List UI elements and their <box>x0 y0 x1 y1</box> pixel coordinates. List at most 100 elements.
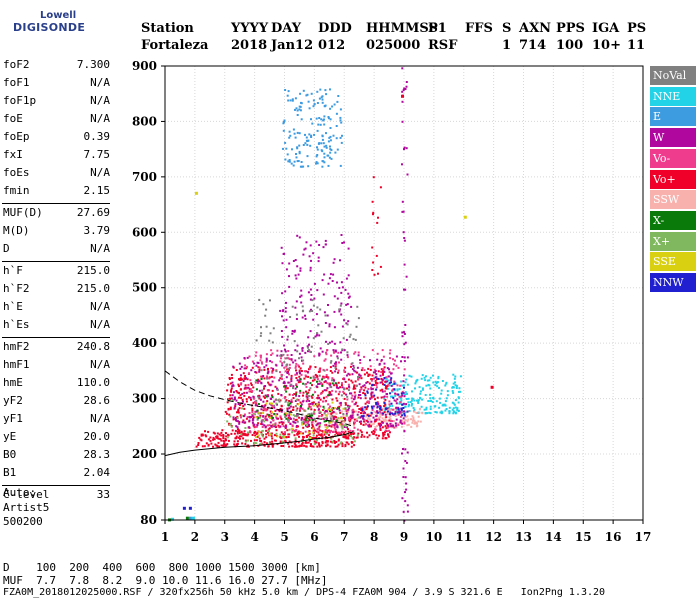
data-point-vo <box>309 445 312 447</box>
data-point-noval <box>285 357 288 360</box>
data-point-vo <box>264 404 267 407</box>
data-point-vo <box>340 404 342 407</box>
data-point-e <box>324 104 327 107</box>
data-point-vo <box>403 421 406 424</box>
data-point-vo <box>288 373 290 376</box>
data-point-w <box>324 380 327 383</box>
data-point-vo <box>319 429 322 432</box>
data-point-vo <box>383 411 386 414</box>
data-point-w <box>394 410 397 413</box>
data-point-vo <box>334 445 337 448</box>
data-point-x <box>357 416 360 419</box>
data-point-e <box>334 151 337 154</box>
chart-traces <box>164 370 354 457</box>
data-point-vo <box>337 443 340 446</box>
data-point-w <box>399 410 402 413</box>
data-point-e <box>315 155 318 158</box>
data-point-w <box>401 452 403 455</box>
data-point-x <box>341 427 344 430</box>
data-point-vo <box>230 390 233 393</box>
data-point-e <box>282 147 284 150</box>
header-label-day: DAY <box>271 21 301 36</box>
data-point-x <box>294 437 297 440</box>
data-point-vo <box>294 419 297 422</box>
data-point-vo <box>220 434 223 437</box>
data-point-vo <box>253 430 256 433</box>
data-point-vo <box>333 440 336 442</box>
data-point-vo <box>227 433 229 436</box>
data-point-w <box>265 364 268 367</box>
data-point-e <box>283 120 285 123</box>
data-point-vo <box>311 425 314 428</box>
data-point-w <box>326 387 329 390</box>
data-point-w <box>309 244 312 247</box>
data-point-noval <box>298 357 300 360</box>
x-tick-label: 1 <box>161 530 169 544</box>
data-point-noval <box>304 383 307 386</box>
data-point-x <box>304 410 307 412</box>
data-point-w <box>356 366 359 369</box>
data-point-w <box>395 418 398 421</box>
header-value-day: Jan12 <box>271 38 314 53</box>
data-point-vo <box>285 399 288 402</box>
data-point-w <box>306 345 309 348</box>
data-point-vo <box>348 405 351 408</box>
data-point-w <box>261 423 264 426</box>
data-point-w <box>347 408 350 411</box>
data-point-sse <box>327 408 330 411</box>
data-point-vo <box>236 444 239 447</box>
data-point-vo <box>389 357 392 360</box>
data-point-sse <box>301 423 303 426</box>
data-point-e <box>323 123 326 126</box>
data-point-vo <box>265 353 268 356</box>
data-point-vo <box>293 393 296 396</box>
data-point-ssw <box>347 411 349 413</box>
data-point-noval <box>341 348 344 351</box>
data-point-ssw <box>381 407 384 410</box>
data-point-w <box>345 393 348 396</box>
data-point-vo <box>386 380 388 383</box>
data-point-nne <box>456 407 459 410</box>
data-point-noval <box>272 327 275 330</box>
data-point-noval <box>283 361 286 364</box>
data-point-vo <box>360 377 363 380</box>
data-point-e <box>287 160 290 163</box>
data-point-w <box>406 451 409 454</box>
data-point-x <box>318 410 321 413</box>
data-point-vo <box>287 442 290 445</box>
data-point-vo <box>279 407 282 410</box>
data-point-vo <box>328 407 331 410</box>
data-point-vo <box>294 439 297 442</box>
data-point-vo <box>205 435 208 438</box>
data-point-w <box>256 361 259 364</box>
data-point-vo <box>201 434 204 437</box>
data-point-vo <box>309 365 312 368</box>
data-point-vo <box>327 403 330 406</box>
data-point-w <box>254 404 257 407</box>
data-point-noval <box>258 298 261 301</box>
data-point-w <box>354 370 357 373</box>
param-value: 3.79 <box>83 224 111 237</box>
data-point-vo <box>308 389 311 392</box>
data-point-vo <box>384 403 387 406</box>
data-point-vo <box>265 429 268 432</box>
data-point-vo <box>244 433 247 436</box>
data-point-x <box>334 382 337 385</box>
data-point-w <box>263 424 266 427</box>
data-point-w <box>267 370 270 373</box>
data-point-vo <box>346 356 349 359</box>
data-point-nnw <box>364 394 367 397</box>
data-point-w <box>285 376 288 379</box>
data-point-vo <box>324 400 327 403</box>
data-point-vo <box>314 437 316 439</box>
data-point-nnw <box>400 392 403 395</box>
data-point-vo <box>233 443 236 446</box>
data-point-vo <box>374 371 376 374</box>
data-point-ssw <box>416 422 418 425</box>
data-point-vo <box>231 377 234 379</box>
param-value: 2.04 <box>83 466 111 479</box>
param-row: h`E N/A <box>2 300 110 318</box>
header-label-ffs: FFS <box>465 21 493 36</box>
data-point-w <box>405 147 408 150</box>
data-point-noval <box>261 389 264 392</box>
